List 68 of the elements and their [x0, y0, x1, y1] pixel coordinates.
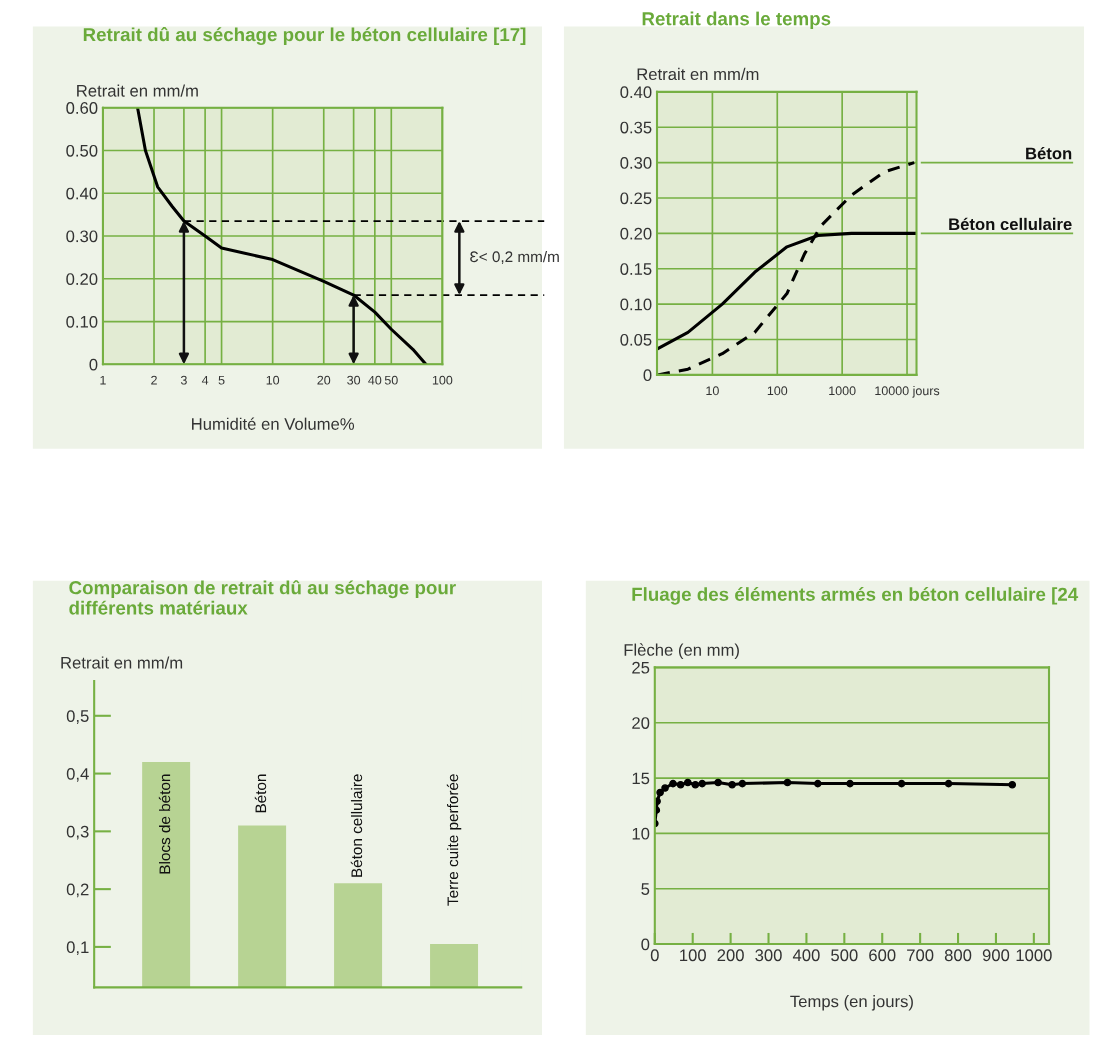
chart-title: Comparaison de retrait dû au séchage pour différents matériaux: [69, 580, 456, 615]
x-tick-label: 4: [201, 375, 209, 385]
y-tick-label: 0.25: [620, 192, 652, 205]
x-tick-label: 1000: [829, 386, 856, 396]
x-tick-label: 300: [755, 949, 782, 962]
y-tick-label: 15: [632, 772, 650, 785]
x-tick-label: 1: [100, 375, 106, 385]
x-tick-label: 200: [717, 949, 744, 962]
x-tick-label: 400: [792, 949, 820, 962]
y-tick-label: 0,4: [66, 767, 89, 782]
text: Ɛ< 0,2 mm/m: [470, 250, 559, 264]
text: Béton cellulaire: [949, 217, 1072, 231]
y-tick-label: 0,3: [66, 825, 89, 840]
category-label: Terre cuite perforée: [446, 774, 462, 906]
chart-title: Fluage des éléments armés en béton cellulaire [24: [632, 586, 1079, 605]
x-tick-label: 800: [944, 949, 972, 962]
x-tick-label: 10: [706, 386, 719, 396]
x-tick-label: 10: [266, 375, 280, 385]
y-tick-label: 0.15: [620, 263, 652, 275]
x-axis-title: Temps (en jours): [790, 995, 913, 1011]
y-tick-label: 0,1: [66, 941, 89, 956]
y-tick-label: 0.30: [620, 157, 652, 169]
y-axis-title: Retrait en mm/m: [637, 67, 759, 81]
y-tick-label: 0: [89, 358, 98, 371]
y-tick-label: 0.20: [66, 273, 98, 285]
y-tick-label: 20: [632, 717, 650, 729]
y-tick-label: 5: [641, 883, 650, 895]
x-tick-label: 500: [831, 949, 858, 962]
x-tick-label: 2: [151, 375, 157, 385]
x-tick-label: 700: [907, 949, 934, 962]
x-tick-label: 5: [218, 375, 225, 385]
text: Béton: [1026, 146, 1072, 160]
y-tick-label: 0: [641, 938, 650, 951]
category-label: Béton: [254, 774, 267, 813]
y-tick-label: 10: [632, 827, 650, 840]
x-tick-label: 10000 jours: [875, 385, 940, 398]
x-tick-label: 100: [680, 949, 706, 962]
y-tick-label: 0,2: [66, 883, 89, 898]
chart-title: Retrait dans le temps: [642, 11, 831, 30]
y-axis-title: Retrait en mm/m: [61, 656, 183, 669]
x-tick-label: 1000: [1016, 949, 1052, 962]
y-tick-label: 0.50: [66, 144, 98, 157]
x-tick-label: 900: [982, 949, 1010, 962]
x-tick-label: 50: [384, 375, 398, 385]
x-tick-label: 3: [180, 375, 187, 385]
y-axis-title: Flèche (en mm): [624, 643, 739, 660]
category-label: Blocs de béton: [158, 774, 171, 874]
x-tick-label: 100: [767, 386, 788, 396]
x-tick-label: 100: [432, 375, 453, 385]
y-tick-label: 0,5: [66, 710, 89, 724]
y-tick-label: 0.10: [66, 315, 98, 328]
y-tick-label: 0.20: [620, 227, 652, 240]
x-axis-title: Humidité en Volume%: [192, 417, 355, 430]
category-label: Béton cellulaire: [350, 774, 363, 877]
y-tick-label: 0.40: [66, 187, 98, 200]
x-tick-label: 40: [368, 375, 382, 385]
x-tick-label: 600: [869, 949, 896, 962]
y-tick-label: 0.30: [66, 230, 98, 243]
y-tick-label: 25: [632, 661, 650, 674]
y-tick-label: 0.35: [620, 121, 652, 134]
chart-title: Retrait dû au séchage pour le béton cellulaire [17]: [83, 27, 526, 46]
y-tick-label: 0.10: [620, 298, 652, 311]
x-tick-label: 20: [317, 375, 331, 385]
x-tick-label: 30: [347, 375, 361, 385]
y-tick-label: 0.60: [66, 102, 98, 114]
y-axis-title: Retrait en mm/m: [77, 84, 198, 97]
y-tick-label: 0.05: [620, 333, 652, 346]
y-tick-label: 0.40: [620, 86, 652, 99]
